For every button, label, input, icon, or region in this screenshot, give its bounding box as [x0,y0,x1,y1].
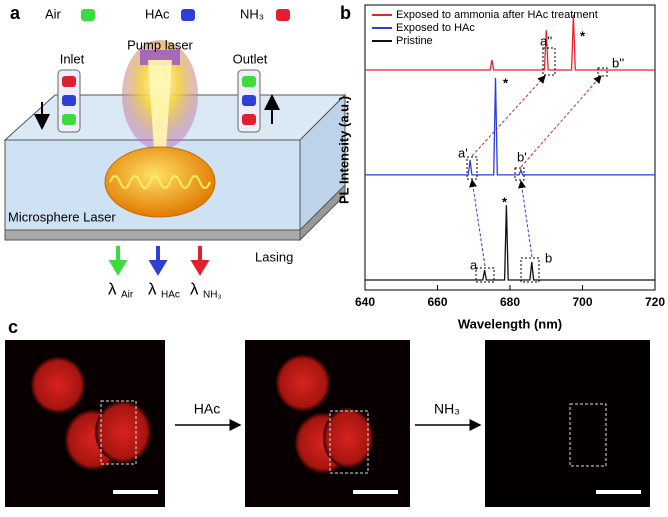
annotation: * [502,194,508,209]
panel-label: c [8,317,18,337]
lambda-symbol: λ [108,279,117,298]
x-tick-label: 700 [572,295,592,309]
annotation: b'' [612,55,624,70]
highlight-box [475,267,495,283]
lasing-label: Lasing [255,249,293,264]
step-label: HAc [194,401,220,417]
annotation: a' [458,145,468,160]
inlet-label: Inlet [60,51,85,66]
step-label: NH₃ [434,401,460,417]
pump-label: Pump laser [127,37,193,52]
lambda-symbol: λ [190,279,199,298]
x-tick-label: 680 [500,295,520,309]
x-tick-label: 660 [427,295,447,309]
lambda-subscript: HAc [161,290,180,301]
highlight-box [542,47,556,76]
annotation: a [470,257,478,272]
highlight-box [514,167,525,181]
gas-label: HAc [145,6,170,21]
annotation: b [545,250,552,265]
outlet-label: Outlet [233,51,268,66]
device-drawing [3,40,347,276]
shift-arrow [471,75,546,157]
device-label: Microsphere Laser [8,209,116,224]
x-axis-title: Wavelength (nm) [458,316,562,331]
spectrum-line [365,77,655,176]
spectrum-line [365,205,655,281]
gas-swatch [81,9,95,21]
gas-swatch [181,9,195,21]
x-tick-label: 640 [355,295,375,309]
annotation: * [580,28,586,43]
y-axis-title: PL Intensity (a.u.) [336,96,351,204]
gas-label: Air [45,6,62,21]
gas-label: NH₃ [240,6,264,21]
lambda-subscript: Air [121,290,134,301]
plot-frame [364,4,656,291]
lambda-subscript: NH₃ [203,290,222,301]
highlight-box [466,156,478,180]
gas-swatch [276,9,290,21]
shift-arrow [469,179,486,267]
panel-label: b [340,3,351,23]
shift-arrow [520,75,602,168]
annotation: a'' [540,33,552,48]
annotation: b' [517,149,527,164]
lambda-symbol: λ [148,279,157,298]
shift-arrow [518,180,533,258]
legend-label: Exposed to ammonia after HAc treatment [396,9,598,21]
highlight-box [597,67,608,77]
legend-label: Pristine [396,35,433,47]
panel-label: a [10,3,21,23]
highlight-box [520,257,540,283]
legend-label: Exposed to HAc [396,22,475,34]
x-tick-label: 720 [645,295,665,309]
micrographs [5,340,650,507]
annotation: * [503,75,509,90]
spectrum-line [365,14,655,71]
